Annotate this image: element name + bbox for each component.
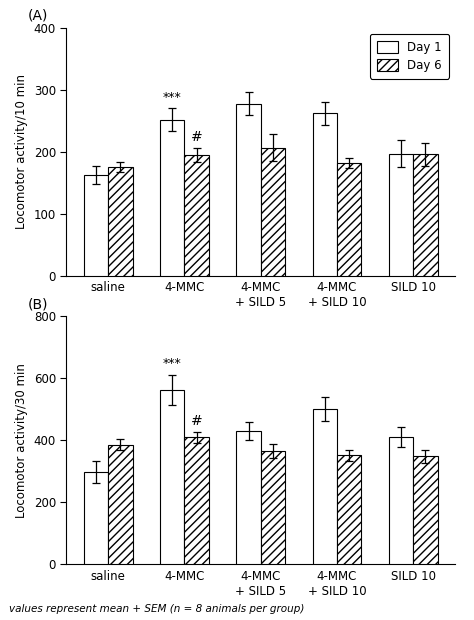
Bar [184, 155, 209, 276]
Bar [160, 120, 184, 276]
Y-axis label: Locomotor activity/30 min: Locomotor activity/30 min [15, 363, 28, 518]
Y-axis label: Locomotor activity/10 min: Locomotor activity/10 min [15, 74, 28, 229]
Bar [108, 167, 133, 276]
Bar [237, 104, 261, 276]
Text: #: # [191, 130, 202, 144]
Text: ***: *** [163, 357, 182, 370]
Bar [389, 154, 413, 276]
Bar [108, 445, 133, 564]
Bar [389, 437, 413, 564]
Legend: Day 1, Day 6: Day 1, Day 6 [370, 34, 449, 79]
Bar [237, 431, 261, 564]
Bar [261, 148, 285, 276]
Text: ***: *** [163, 91, 182, 104]
Text: #: # [191, 414, 202, 428]
Bar [337, 163, 361, 276]
Bar [312, 409, 337, 564]
Bar [160, 390, 184, 564]
Bar [413, 456, 438, 564]
Bar [184, 437, 209, 564]
Bar [337, 455, 361, 564]
Bar [261, 451, 285, 564]
Bar [312, 113, 337, 276]
Bar [84, 472, 108, 564]
Bar [413, 154, 438, 276]
Text: (A): (A) [27, 9, 48, 23]
Bar [84, 175, 108, 276]
Text: values represent mean + SEM (n = 8 animals per group): values represent mean + SEM (n = 8 anima… [9, 604, 305, 614]
Text: (B): (B) [27, 297, 48, 311]
